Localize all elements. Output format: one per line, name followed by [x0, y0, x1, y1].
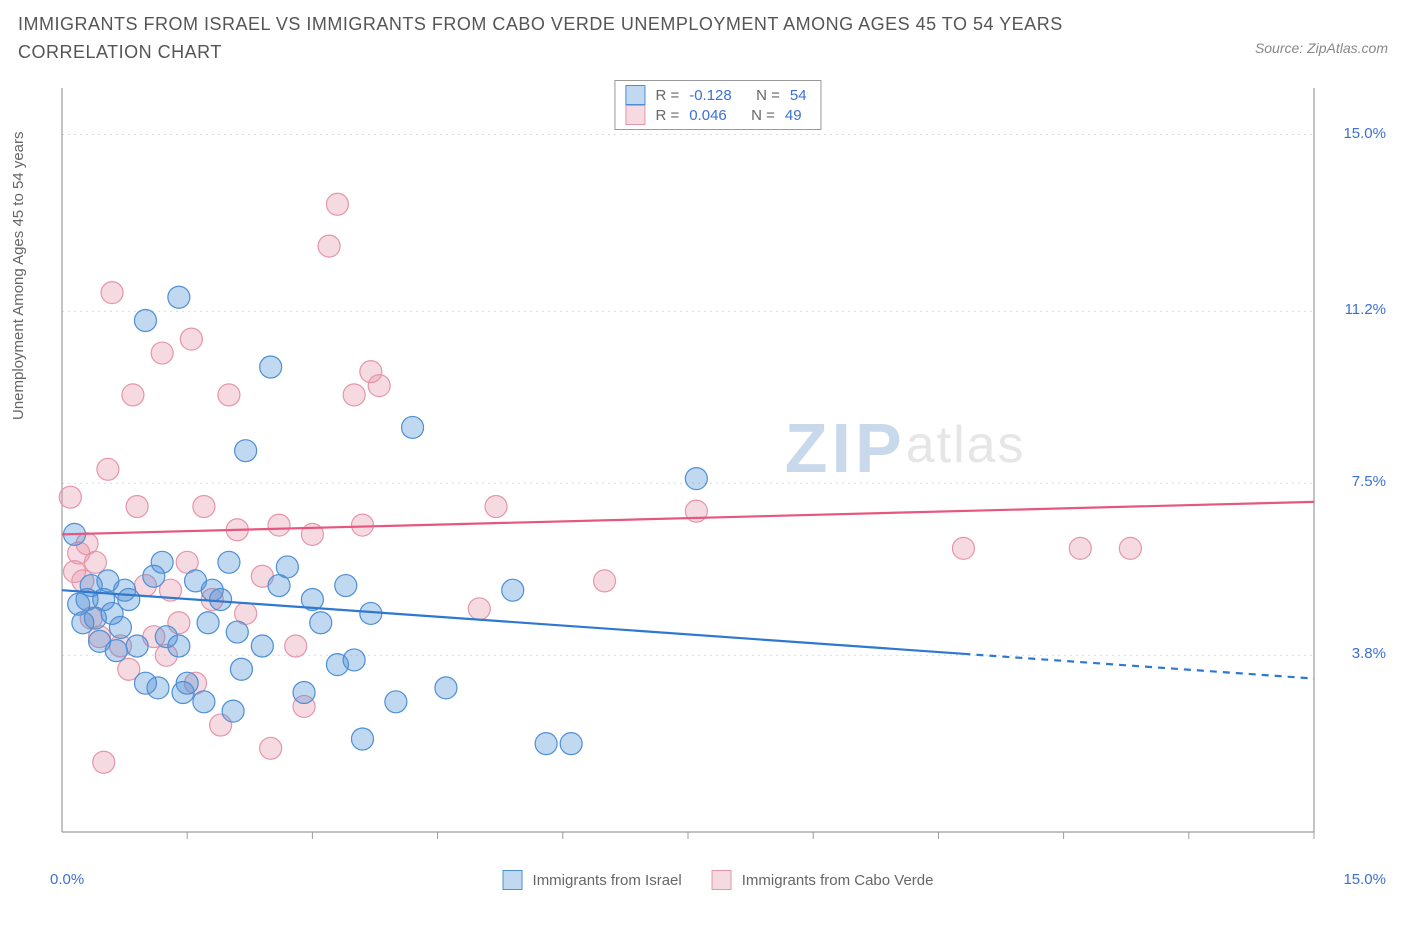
x-label-left: 0.0% [50, 871, 84, 888]
series-legend: Immigrants from Israel Immigrants from C… [503, 870, 934, 890]
chart-svg [50, 80, 1386, 860]
stat-blue-r: -0.128 [685, 87, 736, 104]
stat-blue-n: 54 [786, 87, 811, 104]
scatter-chart: ZIPatlas R = -0.128 N = 54 R = 0.046 N =… [50, 80, 1386, 860]
legend-blue-label: Immigrants from Israel [533, 872, 682, 889]
y-tick-label: 15.0% [1326, 125, 1386, 142]
swatch-pink-2 [712, 870, 732, 890]
stat-label-n2: N = [751, 107, 775, 124]
x-label-right: 15.0% [1343, 871, 1386, 888]
source-label: Source: ZipAtlas.com [1255, 40, 1388, 56]
y-tick-label: 3.8% [1326, 645, 1386, 662]
stat-pink-n: 49 [781, 107, 806, 124]
stat-label-r2: R = [655, 107, 679, 124]
stats-legend: R = -0.128 N = 54 R = 0.046 N = 49 [614, 80, 821, 130]
stat-label-r: R = [655, 87, 679, 104]
stat-pink-r: 0.046 [685, 107, 731, 124]
swatch-pink [625, 105, 645, 125]
y-axis-label: Unemployment Among Ages 45 to 54 years [10, 131, 27, 420]
swatch-blue-2 [503, 870, 523, 890]
swatch-blue [625, 85, 645, 105]
y-tick-label: 7.5% [1326, 473, 1386, 490]
y-tick-label: 11.2% [1326, 301, 1386, 318]
stat-label-n: N = [756, 87, 780, 104]
legend-pink-label: Immigrants from Cabo Verde [742, 872, 934, 889]
chart-title: IMMIGRANTS FROM ISRAEL VS IMMIGRANTS FRO… [18, 10, 1148, 66]
